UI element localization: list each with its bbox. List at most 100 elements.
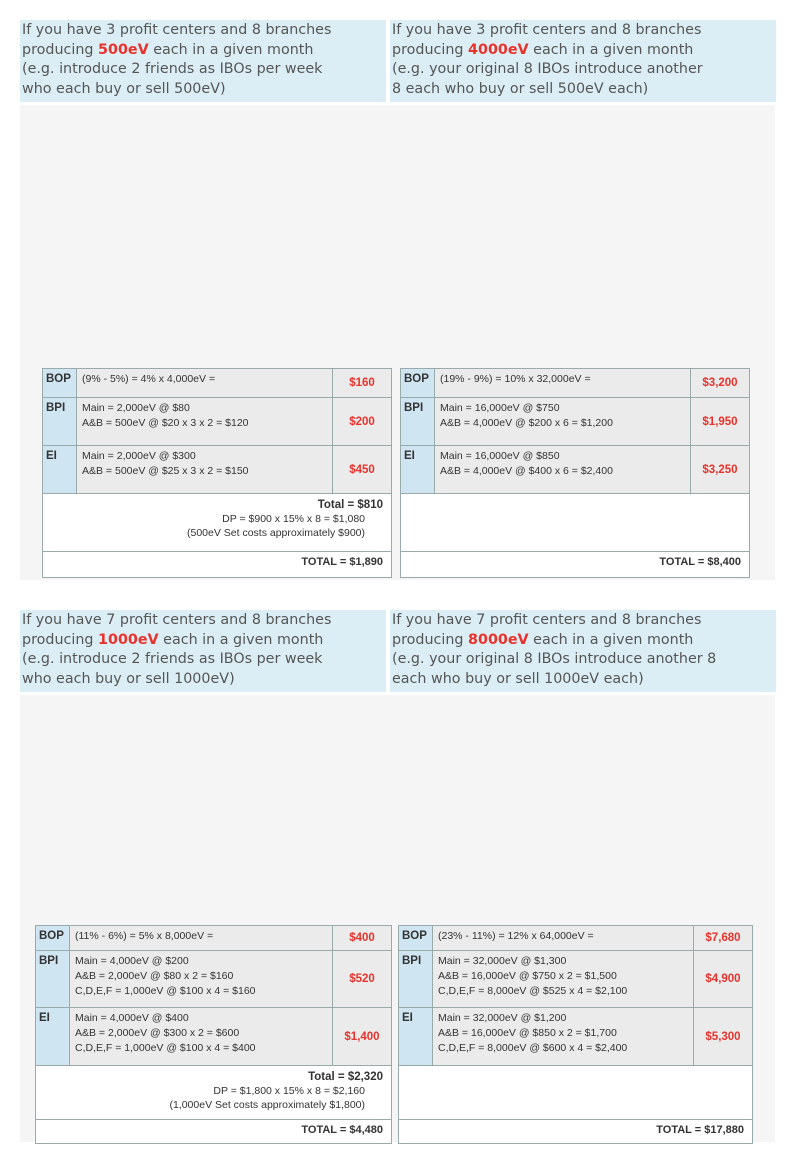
detail-line: (11% - 6%) = 5% x 8,000eV = — [75, 930, 214, 942]
note-line: (1,000eV Set costs approximately $1,800) — [169, 1099, 365, 1111]
header-text: producing — [392, 631, 469, 648]
header-line: producing 500eV each in a given month — [22, 41, 384, 61]
header-text: producing — [22, 41, 99, 58]
detail-line: C,D,E,F = 1,000eV @ $100 x 4 = $160 — [75, 985, 256, 997]
header-box: If you have 3 profit centers and 8 branc… — [20, 20, 386, 102]
row-detail: Main = 32,000eV @ $1,200 A&B = 16,000eV @… — [433, 1008, 694, 1065]
header-text: each in a given month — [148, 41, 314, 58]
header-line: (e.g. your original 8 IBOs introduce ano… — [392, 651, 717, 667]
header-line: 8 each who buy or sell 500eV each) — [392, 80, 649, 97]
header-line: (e.g. your original 8 IBOs introduce ano… — [392, 61, 703, 77]
detail-line: (19% - 9%) = 10% x 32,000eV = — [440, 373, 591, 385]
row-label: EI — [399, 1008, 433, 1065]
detail-line: Main = 4,000eV @ $400 — [75, 1012, 189, 1024]
header-box: If you have 7 profit centers and 8 branc… — [20, 610, 386, 692]
row-amount: $3,250 — [691, 446, 749, 493]
row-label: EI — [43, 446, 77, 493]
detail-line: A&B = 16,000eV @ $750 x 2 = $1,500 — [438, 970, 617, 982]
row-amount: $520 — [333, 951, 391, 1007]
header-highlight: 8000eV — [468, 631, 529, 648]
header-box: If you have 7 profit centers and 8 branc… — [390, 610, 776, 692]
row-detail: (11% - 6%) = 5% x 8,000eV = — [70, 926, 333, 950]
header-highlight: 1000eV — [98, 631, 159, 648]
total-area — [401, 494, 749, 552]
detail-line: Main = 16,000eV @ $750 — [440, 402, 560, 414]
detail-line: Main = 2,000eV @ $300 — [82, 450, 196, 462]
row-amount: $7,680 — [694, 926, 752, 950]
row-label: BOP — [43, 369, 77, 397]
table-row: BOP (23% - 11%) = 12% x 64,000eV = $7,680 — [399, 926, 752, 951]
row-amount: $3,200 — [691, 369, 749, 397]
table: BOP (11% - 6%) = 5% x 8,000eV = $400 BPI Mai… — [35, 925, 392, 1144]
header-highlight: 4000eV — [468, 41, 529, 58]
header-text: producing — [392, 41, 469, 58]
header-line: (e.g. introduce 2 friends as IBOs per we… — [22, 61, 323, 77]
detail-line: A&B = 16,000eV @ $850 x 2 = $1,700 — [438, 1027, 617, 1039]
table-row: EI Main = 2,000eV @ $300 A&B = 500eV @ $25… — [43, 446, 391, 494]
table-row: BPI Main = 2,000eV @ $80 A&B = 500eV @ $20… — [43, 398, 391, 446]
grand-total: TOTAL = $8,400 — [659, 556, 741, 568]
row-detail: (23% - 11%) = 12% x 64,000eV = — [433, 926, 694, 950]
detail-line: A&B = 4,000eV @ $200 x 6 = $1,200 — [440, 417, 613, 429]
row-amount: $1,400 — [333, 1008, 391, 1065]
row-detail: (9% - 5%) = 4% x 4,000eV = — [77, 369, 333, 397]
row-label: BOP — [36, 926, 70, 950]
grand-total: TOTAL = $4,480 — [301, 1124, 383, 1136]
table-row: BPI Main = 4,000eV @ $200 A&B = 2,000eV @ … — [36, 951, 391, 1008]
detail-line: Main = 4,000eV @ $200 — [75, 955, 189, 967]
row-label: EI — [401, 446, 435, 493]
header-line: (e.g. introduce 2 friends as IBOs per we… — [22, 651, 323, 667]
row-detail: Main = 4,000eV @ $400 A&B = 2,000eV @ $30… — [70, 1008, 333, 1065]
detail-line: (9% - 5%) = 4% x 4,000eV = — [82, 373, 216, 385]
header-line: If you have 3 profit centers and 8 branc… — [22, 22, 332, 38]
row-amount: $5,300 — [694, 1008, 752, 1065]
table: BOP (9% - 5%) = 4% x 4,000eV = $160 BPI Main… — [42, 368, 392, 578]
header-line: producing 1000eV each in a given month — [22, 631, 384, 651]
row-detail: Main = 2,000eV @ $300 A&B = 500eV @ $25 x… — [77, 446, 333, 493]
subtotal: Total = $810 — [317, 499, 383, 511]
header-text: each in a given month — [528, 631, 694, 648]
row-amount: $200 — [333, 398, 391, 445]
header-text: each in a given month — [528, 41, 694, 58]
grand-total: TOTAL = $17,880 — [656, 1124, 744, 1136]
detail-line: C,D,E,F = 8,000eV @ $525 x 4 = $2,100 — [438, 985, 628, 997]
detail-line: C,D,E,F = 8,000eV @ $600 x 4 = $2,400 — [438, 1042, 628, 1054]
row-label: BOP — [399, 926, 433, 950]
header-text: producing — [22, 631, 99, 648]
header-line: each who buy or sell 1000eV each) — [392, 670, 644, 687]
row-detail: Main = 32,000eV @ $1,300 A&B = 16,000eV @… — [433, 951, 694, 1007]
detail-line: C,D,E,F = 1,000eV @ $100 x 4 = $400 — [75, 1042, 256, 1054]
row-amount: $400 — [333, 926, 391, 950]
header-line: producing 4000eV each in a given month — [392, 41, 774, 61]
table-row: BOP (19% - 9%) = 10% x 32,000eV = $3,200 — [401, 369, 749, 398]
detail-line: A&B = 500eV @ $20 x 3 x 2 = $120 — [82, 417, 249, 429]
row-detail: Main = 16,000eV @ $750 A&B = 4,000eV @ $2… — [435, 398, 691, 445]
detail-line: Main = 32,000eV @ $1,200 — [438, 1012, 567, 1024]
row-detail: Main = 2,000eV @ $80 A&B = 500eV @ $20 x … — [77, 398, 333, 445]
header-highlight: 500eV — [98, 41, 149, 58]
detail-line: (23% - 11%) = 12% x 64,000eV = — [438, 930, 594, 942]
detail-line: A&B = 2,000eV @ $300 x 2 = $600 — [75, 1027, 240, 1039]
header-box: If you have 3 profit centers and 8 branc… — [390, 20, 776, 102]
header-line: producing 8000eV each in a given month — [392, 631, 774, 651]
table-row: BOP (11% - 6%) = 5% x 8,000eV = $400 — [36, 926, 391, 951]
row-label: BPI — [36, 951, 70, 1007]
detail-line: Main = 2,000eV @ $80 — [82, 402, 190, 414]
row-label: BPI — [401, 398, 435, 445]
row-label: BOP — [401, 369, 435, 397]
table-row: BPI Main = 16,000eV @ $750 A&B = 4,000eV @… — [401, 398, 749, 446]
detail-line: A&B = 4,000eV @ $400 x 6 = $2,400 — [440, 465, 613, 477]
detail-line: Main = 32,000eV @ $1,300 — [438, 955, 567, 967]
note-line: DP = $900 x 15% x 8 = $1,080 — [222, 513, 365, 525]
table-row: EI Main = 32,000eV @ $1,200 A&B = 16,000eV… — [399, 1008, 752, 1066]
total-area — [399, 1066, 752, 1120]
header-text: each in a given month — [158, 631, 324, 648]
table: BOP (19% - 9%) = 10% x 32,000eV = $3,200 BP… — [400, 368, 750, 578]
total-area: Total = $2,320 DP = $1,800 x 15% x 8 = $2… — [36, 1066, 391, 1120]
row-detail: Main = 4,000eV @ $200 A&B = 2,000eV @ $80… — [70, 951, 333, 1007]
total-area: Total = $810 DP = $900 x 15% x 8 = $1,080… — [43, 494, 391, 552]
note-line: DP = $1,800 x 15% x 8 = $2,160 — [213, 1085, 365, 1097]
table-row: EI Main = 16,000eV @ $850 A&B = 4,000eV @ … — [401, 446, 749, 494]
grand-total: TOTAL = $1,890 — [301, 556, 383, 568]
row-amount: $4,900 — [694, 951, 752, 1007]
